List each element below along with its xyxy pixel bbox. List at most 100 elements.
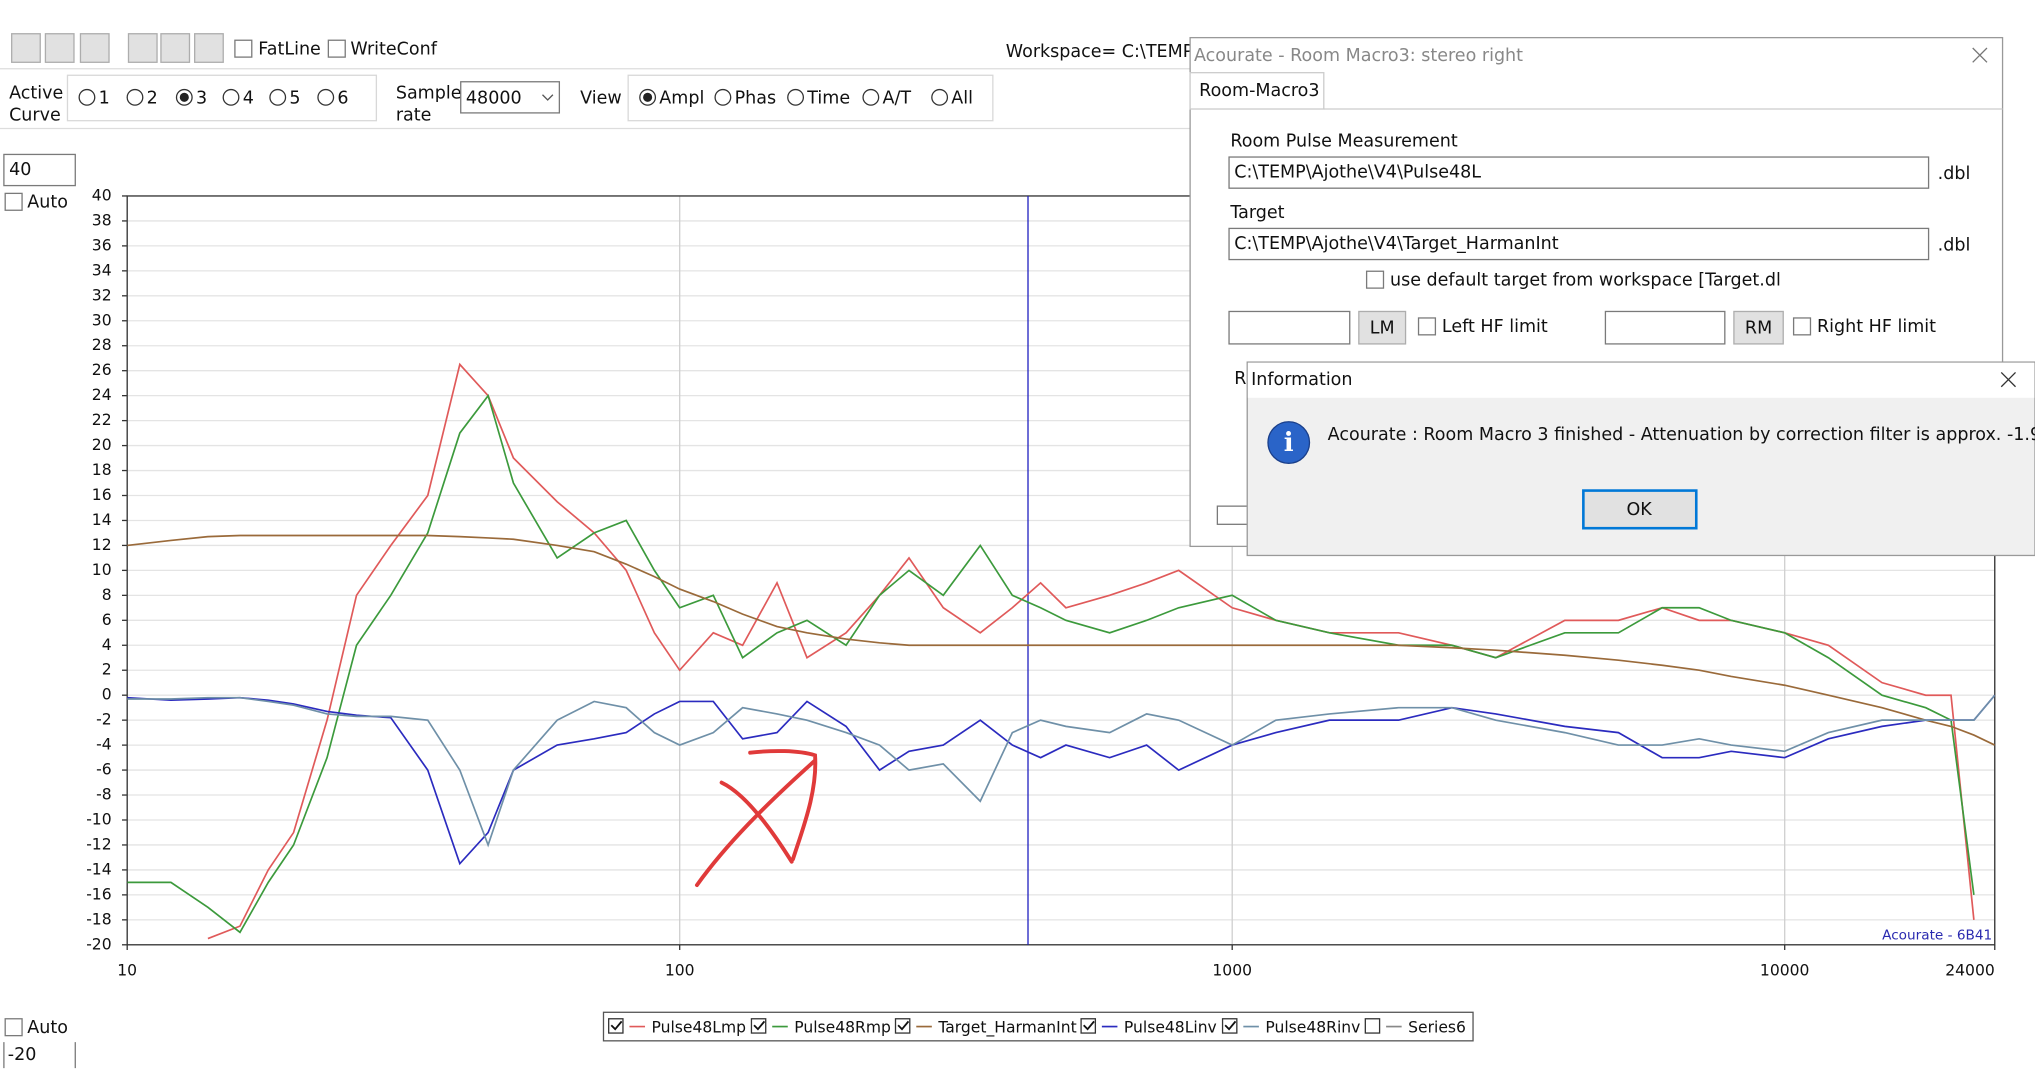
ymin-input-border [3, 1042, 76, 1069]
x-tick-label: 10000 [1760, 961, 1810, 979]
ymax-value: 40 [9, 160, 31, 180]
view-group [627, 74, 994, 122]
ymax-input[interactable] [3, 153, 76, 187]
rate-label: rate [396, 106, 432, 126]
rm-button[interactable] [1733, 310, 1784, 345]
writeconf-label: WriteConf [350, 39, 437, 59]
annotation-arrow [694, 749, 818, 888]
legend-check [1224, 1020, 1237, 1031]
partial-button[interactable] [1216, 505, 1252, 525]
ok-label: OK [1627, 500, 1653, 520]
radio-label: A/T [883, 89, 912, 109]
target-input[interactable] [1228, 227, 1930, 261]
legend-label: Series6 [1408, 1018, 1466, 1036]
tab[interactable] [1189, 72, 1325, 110]
fatline-checkbox[interactable] [234, 39, 253, 58]
sample-rate-select[interactable] [460, 81, 561, 114]
tool-button[interactable] [194, 33, 224, 63]
legend: Pulse48Lmp Pulse48Rmp Target_HarmanInt Puls… [602, 1011, 1474, 1042]
legend-check [753, 1020, 766, 1031]
y-tick-label: 32 [92, 286, 112, 304]
watermark: Acourate - 6B41 [1882, 928, 1992, 944]
right-hf-label: Right HF limit [1817, 317, 1936, 337]
radio-label: 6 [337, 89, 348, 109]
radio-button[interactable] [78, 88, 96, 106]
radio-button[interactable] [787, 88, 805, 106]
legend-check [897, 1020, 910, 1031]
radio-label: All [951, 89, 973, 109]
sample-rate-value: 48000 [466, 89, 522, 109]
radio-button[interactable] [126, 88, 144, 106]
info-icon-glyph: i [1284, 428, 1294, 458]
legend-checkbox[interactable] [1080, 1018, 1097, 1034]
legend-checkbox[interactable] [608, 1018, 624, 1034]
y-tick-label: 14 [92, 511, 112, 529]
radio-button[interactable] [317, 88, 335, 106]
radio-label: 5 [289, 89, 300, 109]
ok-button[interactable] [1582, 489, 1698, 530]
lm-button[interactable] [1358, 310, 1407, 345]
y-tick-label: 24 [92, 386, 112, 404]
radio-label: 2 [147, 89, 158, 109]
trash-button[interactable] [160, 33, 191, 63]
y-tick-label: -20 [86, 935, 111, 953]
rm-input[interactable] [1604, 310, 1726, 345]
legend-checkbox[interactable] [1364, 1018, 1381, 1034]
y-tick-label: 30 [92, 311, 112, 329]
writeconf-checkbox[interactable] [327, 39, 346, 58]
radio-label: Ampl [659, 89, 704, 109]
legend-checkbox[interactable] [750, 1018, 767, 1034]
delete-button[interactable] [127, 33, 158, 63]
radio-button[interactable] [862, 88, 880, 106]
radio-button[interactable] [269, 88, 287, 106]
radio-button[interactable] [222, 88, 240, 106]
pulse-label: Room Pulse Measurement [1230, 131, 1458, 151]
left-hf-checkbox[interactable] [1417, 317, 1437, 336]
y-tick-label: 26 [92, 361, 112, 379]
target-label: Target [1229, 203, 1284, 223]
close-button[interactable] [1972, 47, 1988, 63]
y-tick-label: 4 [102, 636, 112, 654]
rm-label: RM [1745, 318, 1772, 338]
radio-button[interactable] [931, 88, 949, 106]
curve-radios: 1 2 3 4 5 6 [78, 88, 349, 109]
legend-label: Target_HarmanInt [937, 1018, 1076, 1037]
default-target-checkbox[interactable] [1365, 270, 1385, 289]
options-row: Active Curve 1 2 3 4 5 6 Sample rate 48000 Vi… [0, 74, 1191, 130]
save-button[interactable] [44, 33, 75, 63]
close-button[interactable] [2000, 372, 2016, 388]
y-tick-label: -10 [86, 810, 111, 828]
window-title: Acourate - Room Macro3: stereo right [1194, 46, 1523, 66]
y-tick-label: -16 [86, 885, 111, 903]
y-tick-label: 20 [92, 436, 112, 454]
curve-label: Curve [9, 106, 61, 126]
curve-group [66, 74, 378, 122]
y-tick-label: 2 [102, 661, 112, 679]
radio-button[interactable] [714, 88, 732, 106]
lm-input[interactable] [1228, 310, 1351, 345]
view-label: View [580, 89, 622, 109]
right-hf-checkbox[interactable] [1792, 317, 1812, 336]
legend-label: Pulse48Rinv [1265, 1018, 1360, 1036]
tree-button[interactable] [79, 33, 110, 63]
x-tick-label: 24000 [1945, 961, 1995, 979]
active-label: Active [9, 83, 63, 103]
open-button[interactable] [11, 33, 41, 63]
pulse-ext: .dbl [1938, 164, 1971, 184]
y-tick-label: -14 [86, 860, 112, 878]
legend-checkbox[interactable] [894, 1018, 911, 1034]
y-tick-label: 10 [92, 561, 112, 579]
legend-checkbox[interactable] [1221, 1018, 1238, 1034]
y-tick-label: 16 [92, 486, 112, 504]
pulse-input[interactable] [1228, 156, 1930, 189]
y-tick-label: 6 [102, 611, 112, 629]
radio-dot [643, 92, 653, 102]
y-tick-label: 8 [102, 586, 112, 604]
x-tick-label: 10 [117, 961, 137, 979]
auto-checkbox[interactable] [4, 1018, 23, 1037]
y-tick-label: 18 [92, 461, 112, 479]
auto-checkbox[interactable] [4, 192, 23, 211]
auto-label: Auto [27, 192, 68, 212]
legend-label: Pulse48Rmp [794, 1018, 891, 1036]
